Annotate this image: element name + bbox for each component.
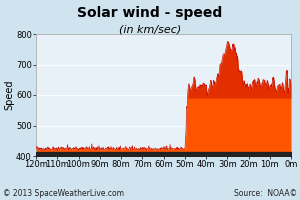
Y-axis label: Speed: Speed — [4, 80, 15, 110]
Text: Source:  NOAA©: Source: NOAA© — [234, 189, 297, 198]
Text: (in km/sec): (in km/sec) — [119, 24, 181, 34]
Text: © 2013 SpaceWeatherLive.com: © 2013 SpaceWeatherLive.com — [3, 189, 124, 198]
Text: Solar wind - speed: Solar wind - speed — [77, 6, 223, 20]
